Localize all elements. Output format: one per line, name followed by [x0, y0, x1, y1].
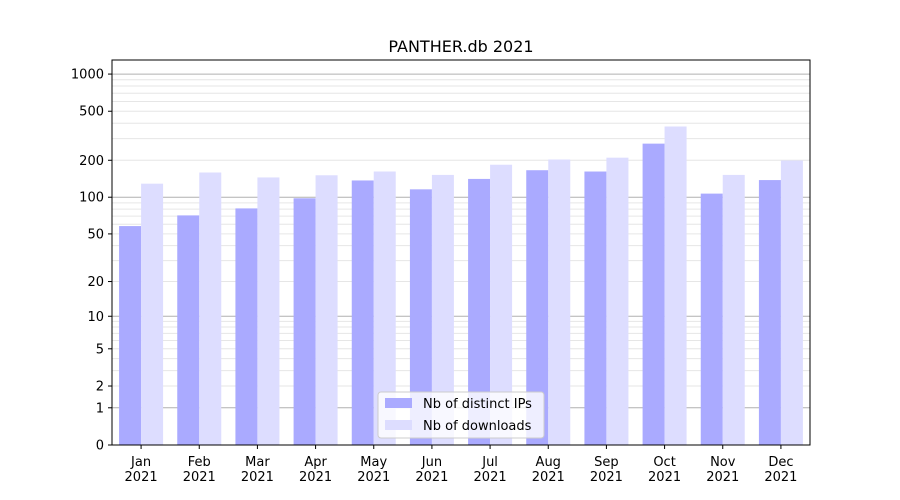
x-tick-label: Aug 2021: [532, 455, 565, 485]
x-tick-label: Feb 2021: [183, 455, 216, 485]
bar-distinct-ips: [468, 178, 491, 445]
x-tick-label: Dec 2021: [764, 455, 797, 485]
legend-label-downloads: Nb of downloads: [423, 419, 532, 434]
y-axis: 0 1 2 5 10 20 50 100 200 500 1000: [71, 68, 112, 454]
x-axis: Jan 2021 Feb 2021 Mar 2021 Apr 2021 May 2021 Jun 20…: [125, 445, 797, 485]
y-tick-label: 100: [79, 191, 104, 206]
bar-distinct-ips: [119, 226, 142, 445]
y-tick-label: 200: [79, 154, 104, 169]
y-tick-label: 1000: [71, 68, 104, 83]
bar-distinct-ips: [700, 193, 723, 445]
bar-distinct-ips: [235, 208, 258, 445]
bar-distinct-ips: [526, 170, 549, 445]
bar-distinct-ips: [293, 198, 316, 445]
bar-distinct-ips: [351, 180, 374, 446]
bar-downloads: [431, 174, 454, 445]
bar-downloads: [373, 171, 396, 445]
bar-downloads: [141, 183, 164, 445]
bar-downloads: [199, 172, 222, 445]
legend-swatch-downloads: [385, 420, 412, 430]
bar-downloads: [722, 174, 745, 445]
bar-downloads: [315, 175, 338, 445]
y-tick-label: 20: [87, 275, 104, 290]
x-tick-label: May 2021: [357, 455, 390, 485]
y-tick-label: 1: [96, 401, 104, 416]
x-tick-label: Apr 2021: [299, 455, 332, 485]
bar-distinct-ips: [642, 143, 665, 445]
legend-swatch-ips: [385, 398, 412, 408]
plot-frame: [111, 59, 811, 446]
bar-downloads: [548, 159, 571, 445]
bar-downloads: [257, 177, 280, 445]
y-tick-label: 10: [87, 310, 104, 325]
x-tick-label: Jan 2021: [125, 455, 158, 485]
bar-distinct-ips: [409, 189, 432, 445]
y-tick-label: 5: [96, 342, 104, 357]
x-tick-label: Jul 2021: [474, 455, 507, 485]
x-tick-label: Jun 2021: [415, 455, 448, 485]
bars: [119, 126, 803, 446]
y-tick-label: 2: [96, 380, 104, 395]
bar-distinct-ips: [758, 180, 781, 445]
bar-distinct-ips: [584, 171, 607, 445]
bar-distinct-ips: [177, 215, 200, 445]
y-tick-label: 500: [79, 105, 104, 120]
x-tick-label: Oct 2021: [648, 455, 681, 485]
x-tick-label: Mar 2021: [241, 455, 274, 485]
x-tick-label: Nov 2021: [706, 455, 739, 485]
x-tick-label: Sep 2021: [590, 455, 623, 485]
legend-label-ips: Nb of distinct IPs: [423, 397, 532, 412]
legend-box: [377, 391, 545, 439]
bar-downloads: [490, 164, 513, 446]
bar-downloads: [606, 157, 629, 445]
bar-downloads: [780, 160, 803, 445]
y-tick-label: 50: [87, 227, 104, 242]
bar-downloads: [664, 126, 687, 445]
legend: Nb of distinct IPs Nb of downloads: [377, 391, 545, 439]
y-tick-label: 0: [96, 439, 104, 454]
chart-title: PANTHER.db 2021: [388, 37, 533, 56]
